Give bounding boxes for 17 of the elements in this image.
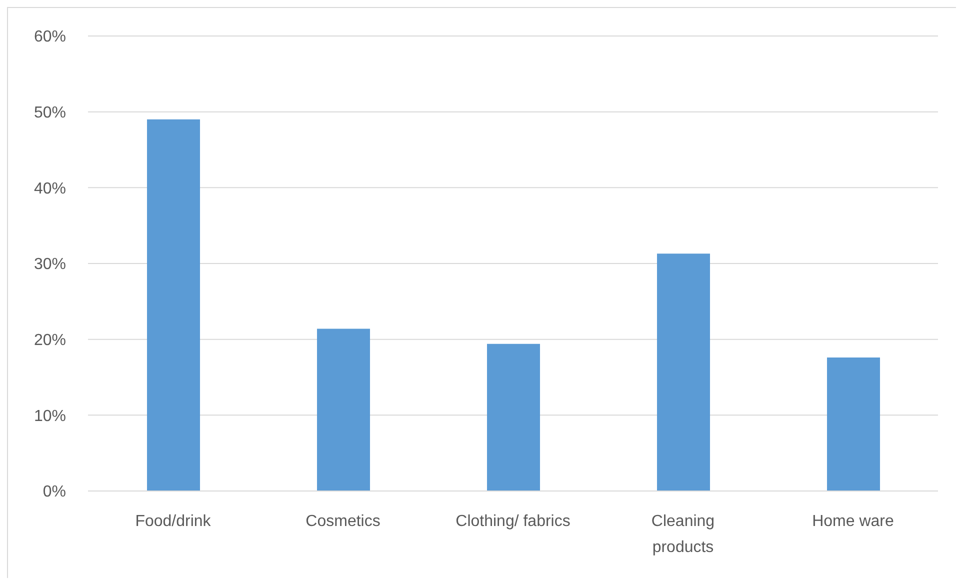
- x-tick-label: Cosmetics: [306, 512, 380, 530]
- y-tick-label: 50%: [34, 104, 66, 122]
- x-tick-label: Home ware: [812, 512, 894, 530]
- bar: [487, 344, 540, 491]
- x-tick-label: Cleaning products: [651, 512, 715, 556]
- bar: [147, 119, 200, 491]
- x-tick-label: Food/drink: [135, 512, 212, 530]
- x-tick-label: Clothing/ fabrics: [456, 512, 570, 530]
- y-tick-label: 0%: [42, 484, 66, 501]
- y-tick-label: 30%: [34, 256, 66, 274]
- bar: [827, 358, 880, 491]
- y-tick-label: 10%: [34, 408, 66, 425]
- bar: [657, 254, 710, 491]
- y-tick-label: 40%: [34, 180, 66, 198]
- y-tick-label: 60%: [34, 28, 66, 46]
- bar: [317, 328, 370, 491]
- y-tick-label: 20%: [34, 332, 66, 350]
